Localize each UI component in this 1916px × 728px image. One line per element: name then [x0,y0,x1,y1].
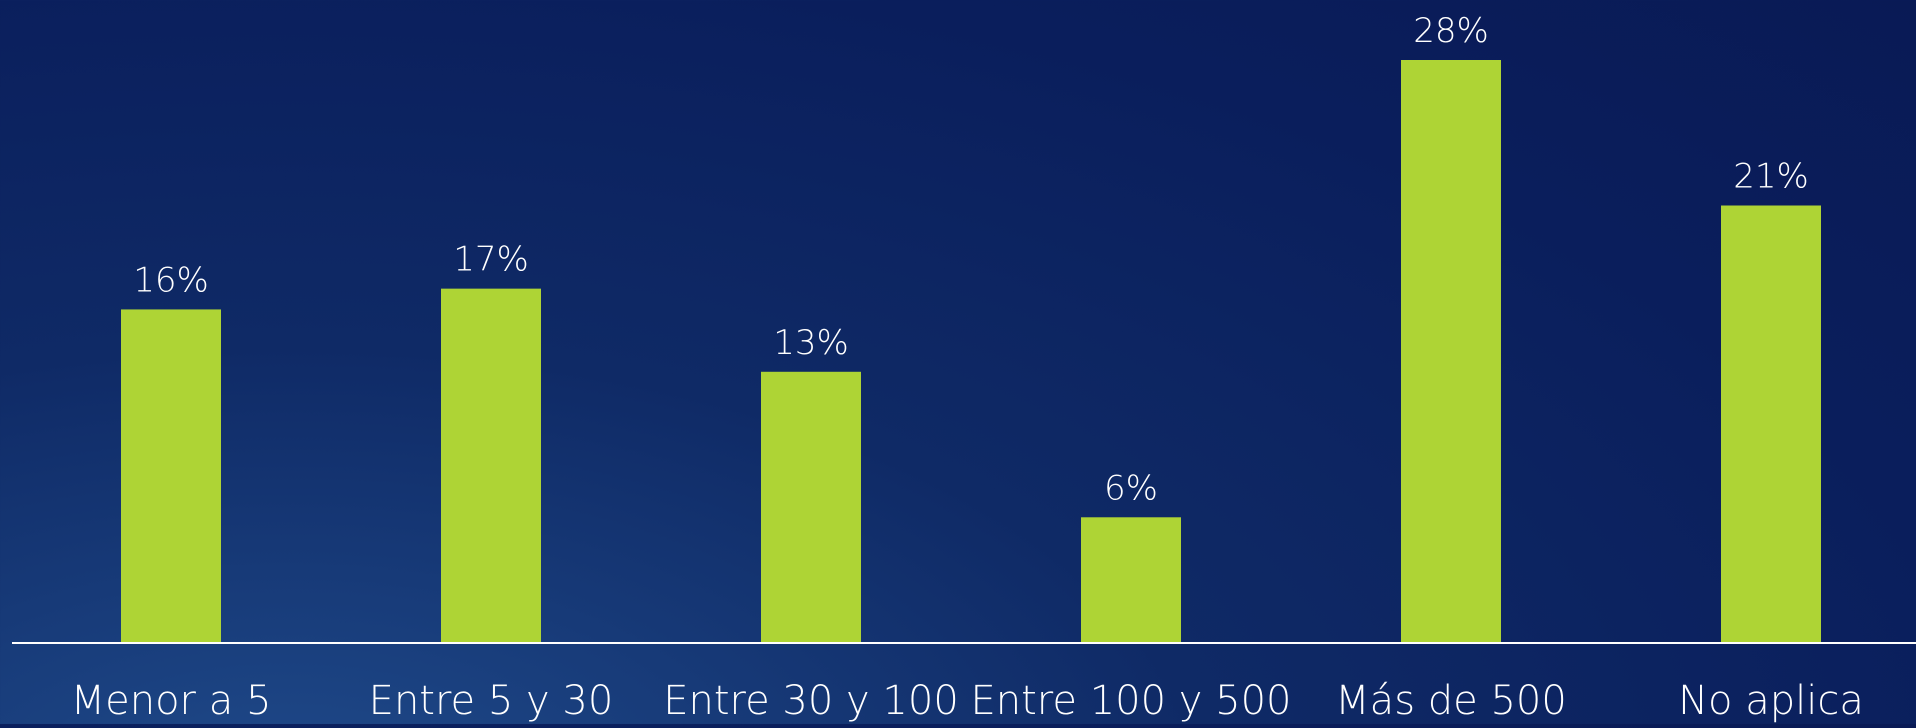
bar-value-label: 17% [453,240,529,280]
x-tick-label: Entre 30 y 100 [663,678,959,724]
x-tick-label: Más de 500 [1335,678,1567,724]
x-tick-label: Entre 5 y 30 [369,678,614,724]
bar-value-label: 21% [1733,157,1809,197]
x-tick-label: Entre 100 y 500 [971,678,1292,724]
bar-value-label: 13% [773,323,849,363]
bar [441,288,541,642]
bar [1401,60,1501,642]
bars-layer [121,60,1821,642]
bar [1081,517,1181,642]
bar [121,309,221,642]
category-labels-layer: Menor a 5 Entre 5 y 30 Entre 30 y 100 Entre… [71,678,1864,724]
value-labels-layer: 16% 17% 13% 6% 28% 21% [133,11,1809,508]
bar [1721,205,1821,642]
bar-value-label: 6% [1104,468,1158,508]
bar-value-label: 16% [133,260,209,300]
x-tick-label: No aplica [1678,678,1864,724]
bar [761,371,861,642]
x-tick-label: Menor a 5 [71,678,272,724]
bar-value-label: 28% [1413,11,1489,51]
